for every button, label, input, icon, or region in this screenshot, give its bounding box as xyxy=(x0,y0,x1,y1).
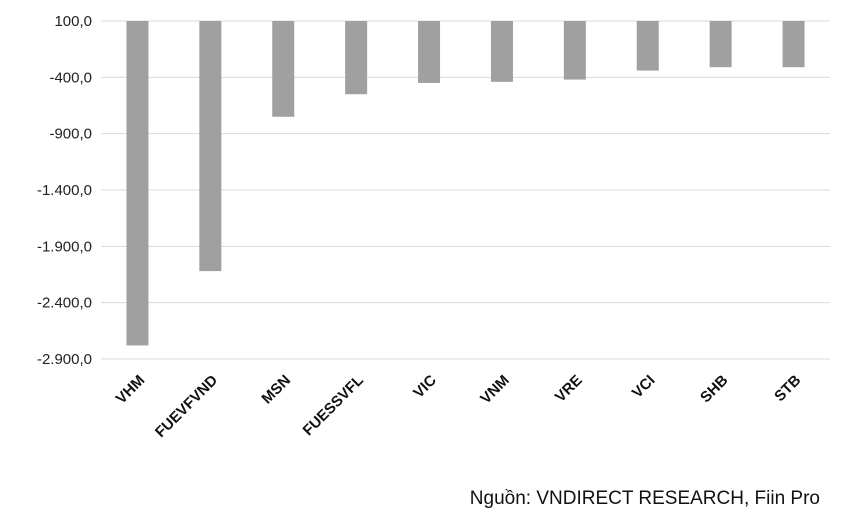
y-axis-ticks: 100,0 -400,0 -900,0 -1.400,0 -1.900,0 -2.400,… xyxy=(37,13,92,368)
x-category-label: VHM xyxy=(113,372,149,408)
bar-vnm xyxy=(490,21,513,82)
bar-shb xyxy=(709,21,732,68)
x-category-label: FUESSVFL xyxy=(300,372,367,439)
y-tick-label: -2.900,0 xyxy=(37,351,92,368)
bars xyxy=(126,21,805,346)
x-category-label: VNM xyxy=(477,372,513,408)
x-category-label: SHB xyxy=(697,372,732,407)
x-category-label: VIC xyxy=(410,372,440,402)
y-tick-label: -2.400,0 xyxy=(37,295,92,312)
bar-fuevfvnd xyxy=(199,21,222,272)
y-tick-label: -1.400,0 xyxy=(37,182,92,199)
y-tick-label: -400,0 xyxy=(49,69,92,86)
x-category-label: STB xyxy=(771,372,804,405)
x-category-label: FUEVFVND xyxy=(152,372,221,441)
x-category-label: VRE xyxy=(552,372,586,406)
bar-vhm xyxy=(126,21,149,346)
x-axis-categories: VHM FUEVFVND MSN FUESSVFL VIC VNM VRE VCI SHB STB xyxy=(113,372,805,441)
bar-vre xyxy=(563,21,586,80)
bar-msn xyxy=(272,21,295,117)
y-tick-label: -1.900,0 xyxy=(37,238,92,255)
bar-vci xyxy=(636,21,659,71)
gridlines xyxy=(101,20,830,360)
x-category-label: VCI xyxy=(629,372,659,402)
y-tick-label: 100,0 xyxy=(54,13,92,30)
y-tick-label: -900,0 xyxy=(49,126,92,143)
source-note: Nguồn: VNDIRECT RESEARCH, Fiin Pro xyxy=(469,488,820,509)
x-category-label: MSN xyxy=(258,372,294,408)
bar-fuessvfl xyxy=(345,21,368,95)
bar-vic xyxy=(418,21,441,83)
bar-stb xyxy=(782,21,805,68)
